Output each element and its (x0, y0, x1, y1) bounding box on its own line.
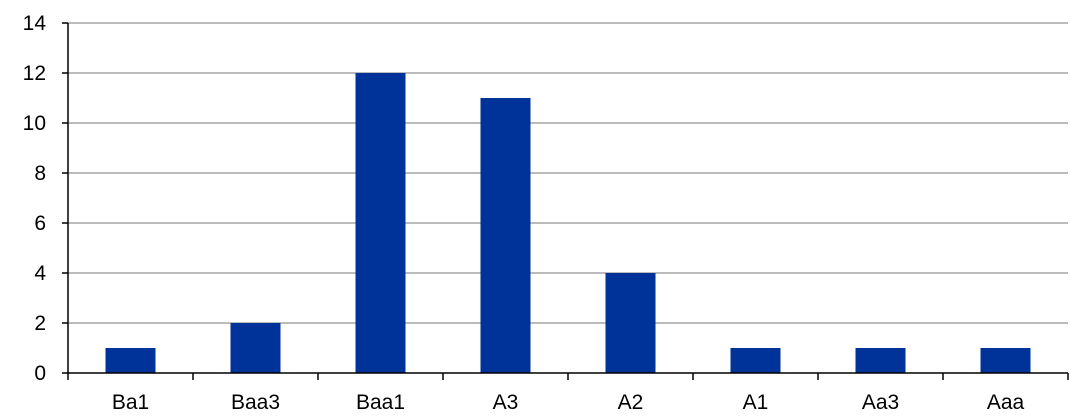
y-tick-labels: 0 2 4 6 8 10 12 14 (23, 12, 47, 385)
bar-a3 (480, 98, 531, 373)
bar-baa3 (230, 323, 281, 373)
y-tick-label: 14 (23, 12, 47, 35)
x-tick-label: A3 (493, 391, 519, 414)
x-tick-label: Aaa (987, 391, 1025, 414)
bar-a1 (730, 348, 781, 373)
bar-aaa (980, 348, 1031, 373)
x-tick-label: A2 (618, 391, 644, 414)
bar-ba1 (105, 348, 156, 373)
y-tick-label: 0 (34, 362, 46, 385)
y-tick-label: 8 (34, 162, 46, 185)
x-tick-label: Aa3 (862, 391, 899, 414)
axes (62, 22, 1069, 380)
bar-baa1 (355, 73, 406, 373)
x-tick-label: Ba1 (112, 391, 149, 414)
x-tick-label: A1 (743, 391, 769, 414)
y-tick-label: 12 (23, 62, 46, 85)
gridlines (68, 22, 1068, 324)
bars (105, 73, 1031, 373)
x-tick-label: Baa3 (231, 391, 280, 414)
y-tick-label: 6 (34, 212, 46, 235)
bar-a2 (605, 273, 656, 373)
bar-aa3 (855, 348, 906, 373)
y-tick-label: 4 (34, 262, 46, 285)
x-tick-labels: Ba1 Baa3 Baa1 A3 A2 A1 Aa3 Aaa (112, 391, 1025, 414)
x-tick-label: Baa1 (356, 391, 405, 414)
y-tick-label: 2 (34, 312, 46, 335)
y-tick-label: 10 (23, 112, 46, 135)
